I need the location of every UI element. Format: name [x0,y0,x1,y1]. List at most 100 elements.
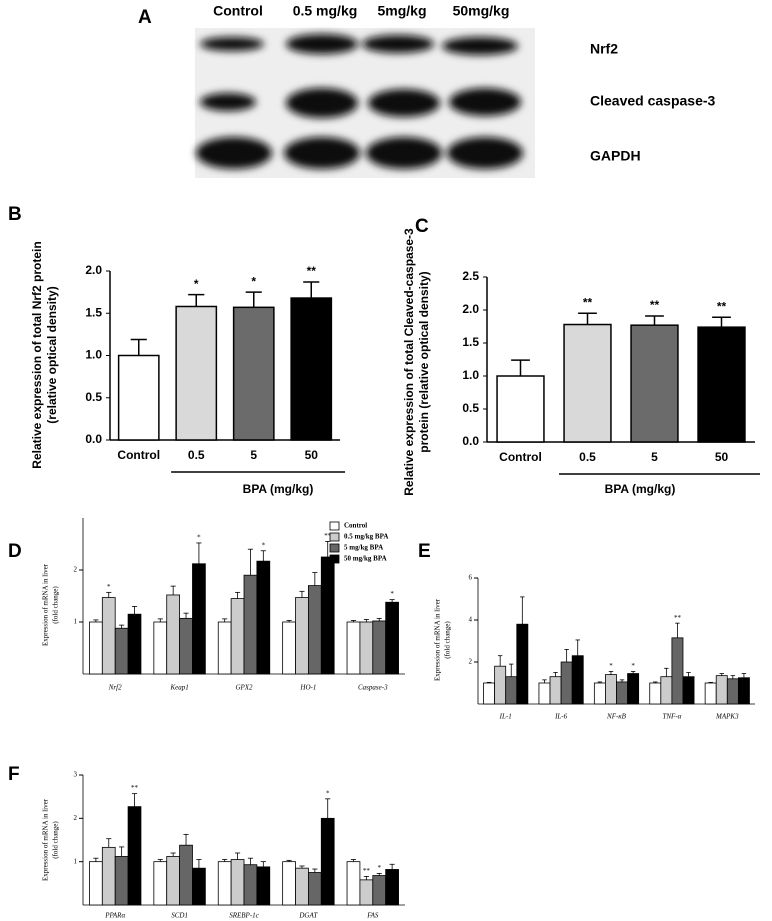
band [449,88,521,116]
bar [282,621,296,675]
bar [549,676,562,705]
legend-label: 0.5 mg/kg BPA [344,533,388,541]
bar [660,676,673,705]
y-tick-label: 1.5 [462,335,479,349]
bar [256,866,271,906]
lane-label: Control [213,3,263,19]
bar [538,682,551,705]
significance-label: * [262,541,266,549]
bar [320,817,335,906]
bar [256,560,271,675]
bar [243,864,258,906]
bar [166,594,181,675]
band [284,137,360,169]
legend-swatch [329,554,340,564]
bar [89,861,103,906]
y-tick-label: 0.0 [85,432,102,446]
bar [320,556,335,675]
protein-label: Cleaved caspase-3 [590,93,716,109]
y-axis-label: Relative expression of total Nrf2 protei… [30,241,44,468]
bar [496,375,545,443]
significance-label: * [390,590,394,598]
bar [483,682,496,705]
band [286,34,358,54]
x-tick-label: 5 [651,450,658,464]
legend-swatch [329,543,340,553]
lane-label: 5mg/kg [377,3,426,19]
y-axis-label: Expression of mRNA in liver [434,598,442,681]
bar [571,655,584,705]
band [366,137,442,169]
significance-label: * [107,583,111,591]
significance-label: ** [324,532,332,540]
y-tick-label: 4 [469,616,473,624]
significance-label: ** [650,298,660,312]
bar [697,326,746,443]
significance-label: * [251,274,256,288]
x-tick-label: HO-1 [299,684,316,692]
x-tick-label: NF-κB [606,713,627,721]
x-tick-label: Keap1 [169,684,188,692]
y-tick-label: 2 [74,814,78,822]
bar [593,682,606,705]
y-axis-label: (fold change) [52,821,60,859]
bar [671,637,684,705]
significance-label: * [194,277,199,291]
bar [153,861,168,906]
y-tick-label: 6 [469,574,473,582]
bar [166,856,181,906]
bar [505,676,518,705]
band [442,37,518,55]
bar [114,627,129,675]
bar [243,574,258,675]
bar [307,585,322,675]
y-tick-label: 2.0 [462,302,479,316]
bar [290,297,333,441]
bar [616,681,628,705]
bar [516,623,529,705]
panel-letter: E [418,541,431,562]
y-axis-label: (fold change) [52,586,60,624]
y-tick-label: 2.0 [85,263,102,277]
x-tick-label: GPX2 [235,684,253,692]
band [362,35,434,53]
y-axis-label: Expression of mRNA in liver [42,563,50,646]
x-tick-label: Caspase-3 [358,684,388,692]
band [286,88,358,118]
bar [192,867,206,906]
x-tick-label: SREBP-1c [229,912,259,920]
band [200,37,264,51]
legend-label: Control [344,522,367,530]
x-tick-label: Nrf2 [108,684,122,692]
x-tick-label: 50 [715,450,729,464]
panel-letter: C [415,216,429,237]
bar [192,563,206,675]
bar [737,677,750,705]
x-tick-label: IL-1 [499,713,512,721]
x-tick-label: FAS [366,912,379,920]
bar [89,621,103,675]
western-blot: A Control 0.5 mg/kg 5mg/kg 50mg/kg Nrf2 … [138,3,716,178]
y-tick-label: 3 [74,771,78,779]
bar [560,661,573,705]
x-tick-label: PPARα [104,912,125,920]
y-tick-label: 0.5 [85,390,102,404]
x-tick-label: Control [499,450,542,464]
significance-label: ** [307,264,317,278]
y-tick-label: 1 [74,618,78,626]
bar [117,354,160,441]
bar [217,621,232,675]
band [200,93,256,111]
significance-label: * [609,662,613,670]
bar [494,665,507,705]
x-tick-label: MAPK3 [715,713,739,721]
y-tick-label: 1 [74,857,78,865]
bar [232,306,275,441]
panel-letter: D [8,541,22,562]
significance-label: ** [583,295,593,309]
significance-label: ** [363,867,371,875]
bar [217,861,232,906]
bar [127,806,142,906]
significance-label: ** [717,299,727,313]
bar [230,598,245,675]
